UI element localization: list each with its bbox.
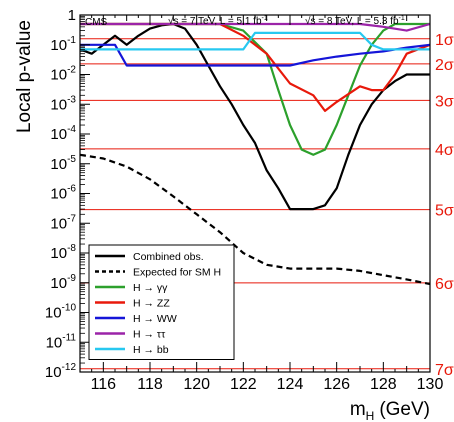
series-line: [80, 31, 430, 51]
cms-label: CMS: [85, 17, 108, 28]
legend-label: Combined obs.: [133, 251, 204, 263]
y-tick-label: 10-8: [50, 243, 76, 262]
x-tick-label: 126: [323, 376, 350, 393]
x-axis-title: mH (GeV): [350, 399, 430, 422]
y-tick-label: 10-5: [50, 154, 76, 173]
series-line: [79, 22, 430, 211]
y-tick-label: 10-10: [45, 303, 77, 322]
legend-label: H → ZZ: [133, 298, 170, 310]
y-tick-label: 10-9: [50, 273, 76, 292]
sigma-label: 5σ: [435, 203, 454, 220]
x-tick-label: 118: [137, 376, 163, 393]
sigma-label: 2σ: [435, 57, 454, 74]
sigma-label: 3σ: [435, 93, 454, 110]
y-tick-label: 10-2: [50, 65, 76, 84]
y-tick-label: 10-1: [50, 35, 76, 54]
legend-box: [88, 244, 235, 360]
legend-label: Expected for SM H: [133, 267, 221, 279]
y-tick-label: 10-12: [45, 362, 77, 381]
x-tick-label: 124: [277, 376, 304, 393]
y-tick-label: 10-7: [50, 213, 76, 232]
axis-ticks: 116 118 120 122 124 126 128 130 1 10-1 10-2 10-3 10-…: [45, 7, 444, 393]
lumi-7tev-label: √s = 7 TeV, L = 5.1 fb-1: [168, 15, 268, 27]
sigma-label: 4σ: [435, 142, 454, 159]
series-line: [80, 22, 431, 32]
y-tick-label: 10-3: [50, 94, 76, 113]
legend-label: H → γγ: [133, 282, 168, 294]
y-tick-label: 10-6: [50, 184, 76, 203]
sigma-label: 7σ: [435, 362, 454, 379]
legend-label: H → bb: [133, 344, 169, 356]
x-tick-label: 120: [183, 376, 210, 393]
x-tick-label: 128: [370, 376, 397, 393]
legend: Combined obs. Expected for SM H H → γγ H → …: [88, 244, 235, 360]
series-line: [80, 43, 431, 67]
plot-frame: [79, 14, 431, 373]
y-tick-label: 10-4: [50, 124, 76, 143]
y-tick-label: 1: [68, 7, 76, 24]
sigma-label: 6σ: [435, 276, 454, 293]
x-tick-label: 122: [230, 376, 257, 393]
y-tick-label: 10-11: [46, 332, 77, 351]
y-axis-title: Local p-value: [14, 20, 35, 133]
series-line: [79, 153, 431, 286]
lumi-8tev-label: √s = 8 TeV, L = 5.3 fb-1: [305, 15, 405, 27]
x-tick-label: 116: [91, 376, 117, 393]
legend-label: H → ττ: [133, 329, 166, 341]
x-tick-label: 130: [417, 376, 444, 393]
sigma-label: 1σ: [435, 32, 454, 49]
legend-label: H → WW: [133, 313, 177, 325]
